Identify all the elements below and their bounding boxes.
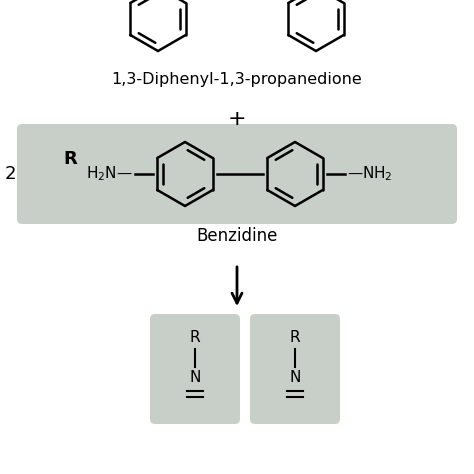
- FancyBboxPatch shape: [150, 314, 240, 424]
- FancyBboxPatch shape: [250, 314, 340, 424]
- Text: 2: 2: [4, 165, 16, 183]
- Text: +: +: [228, 109, 246, 129]
- Text: N: N: [189, 370, 201, 384]
- Text: R: R: [290, 329, 301, 345]
- FancyBboxPatch shape: [17, 124, 457, 224]
- Text: 1,3-Diphenyl-1,3-propanedione: 1,3-Diphenyl-1,3-propanedione: [111, 72, 363, 86]
- Text: N: N: [289, 370, 301, 384]
- Text: R: R: [63, 150, 77, 168]
- Text: Benzidine: Benzidine: [196, 227, 278, 245]
- Text: H$_2$N—: H$_2$N—: [86, 164, 133, 183]
- Text: R: R: [190, 329, 201, 345]
- Text: —NH$_2$: —NH$_2$: [347, 164, 392, 183]
